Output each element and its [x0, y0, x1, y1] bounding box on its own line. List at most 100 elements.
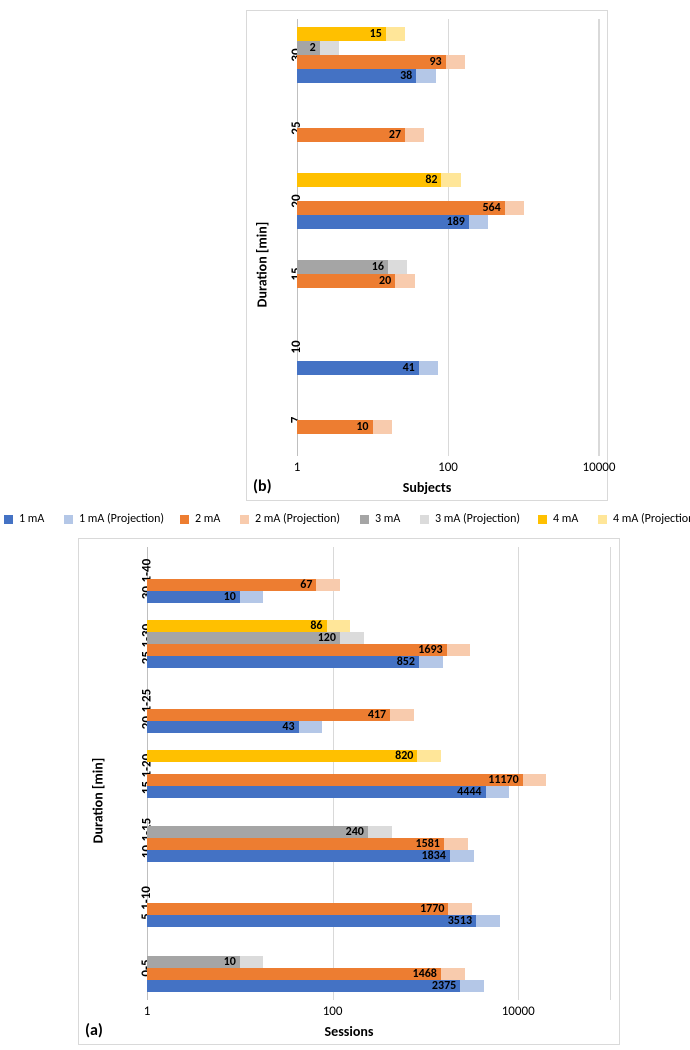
bar-solid — [297, 361, 419, 375]
legend: 1 mA 1 mA (Projection) 2 mA 2 mA (Projectio… — [0, 510, 690, 530]
legend-swatch — [180, 515, 189, 524]
bar-solid — [297, 173, 441, 187]
bar-solid — [147, 838, 444, 850]
bar-solid — [147, 968, 441, 980]
chart-a-plot: 1100100000-523751468105.1-103513177010.1… — [147, 547, 611, 1000]
bar-label: 11170 — [488, 773, 518, 787]
bar-solid — [147, 850, 450, 862]
bar-solid — [147, 774, 523, 786]
bar-label: 41 — [403, 361, 415, 375]
legend-label: 4 mA (Projection) — [613, 512, 690, 526]
chart-b-y-label: Duration [min] — [253, 221, 270, 307]
x-tick: 100 — [438, 460, 458, 475]
bar-label: 27 — [389, 128, 401, 142]
bar-solid — [297, 55, 446, 69]
gridline — [599, 19, 600, 456]
bar-solid — [147, 632, 340, 644]
bar-solid — [147, 915, 476, 927]
bar-label: 10 — [356, 420, 368, 434]
legend-item: 3 mA (Projection) — [420, 512, 520, 526]
x-tick: 10000 — [502, 1004, 535, 1019]
bar-label: 15 — [370, 27, 382, 41]
bar-label: 417 — [368, 708, 386, 722]
bar-label: 82 — [425, 173, 437, 187]
plot-border — [598, 19, 599, 456]
bar-label: 20 — [379, 274, 391, 288]
bar-label: 240 — [346, 825, 364, 839]
bar-solid — [147, 903, 448, 915]
axis-baseline — [297, 19, 298, 456]
legend-item: 4 mA — [538, 512, 578, 526]
bar-label: 93 — [429, 55, 441, 69]
legend-label: 2 mA — [195, 512, 220, 526]
bar-label: 1693 — [418, 643, 442, 657]
x-tick: 100 — [323, 1004, 343, 1019]
legend-item: 3 mA — [360, 512, 400, 526]
legend-item: 1 mA — [4, 512, 44, 526]
bar-label: 38 — [400, 69, 412, 83]
bar-solid — [147, 709, 390, 721]
legend-label: 1 mA (Projection) — [79, 512, 164, 526]
x-tick: 10000 — [583, 460, 616, 475]
bar-label: 4444 — [457, 785, 481, 799]
bar-solid — [147, 826, 368, 838]
bar-solid — [297, 201, 505, 215]
bar-label: 10 — [224, 955, 236, 969]
bar-label: 1581 — [416, 837, 440, 851]
y-tick: 10 — [289, 340, 304, 353]
bar-label: 189 — [447, 215, 465, 229]
bar-label: 43 — [282, 720, 294, 734]
bar-label: 820 — [395, 749, 413, 763]
x-tick: 1 — [144, 1004, 151, 1019]
bar-label: 1468 — [413, 967, 437, 981]
x-tick: 1 — [294, 460, 301, 475]
legend-label: 3 mA — [375, 512, 400, 526]
legend-label: 3 mA (Projection) — [435, 512, 520, 526]
chart-b-panel-label: (b) — [253, 477, 272, 496]
bar-label: 10 — [224, 590, 236, 604]
chart-a-y-label: Duration [min] — [89, 757, 106, 843]
legend-item: 4 mA (Projection) — [598, 512, 690, 526]
legend-swatch — [64, 515, 73, 524]
chart-a-x-label: Sessions — [325, 1023, 374, 1040]
bar-label: 86 — [310, 619, 322, 633]
chart-b: 1100100007101041152016201895648225273038… — [246, 10, 608, 501]
legend-item: 1 mA (Projection) — [64, 512, 164, 526]
bar-solid — [147, 980, 460, 992]
bar-solid — [147, 721, 299, 733]
legend-item: 2 mA — [180, 512, 220, 526]
legend-swatch — [538, 515, 547, 524]
bar-label: 564 — [482, 201, 500, 215]
chart-a: 1100100000-523751468105.1-103513177010.1… — [78, 538, 620, 1045]
bar-label: 120 — [318, 631, 336, 645]
bar-solid — [147, 786, 486, 798]
bar-solid — [147, 750, 417, 762]
bar-label: 2375 — [432, 979, 456, 993]
gridline — [448, 19, 449, 456]
bar-solid — [297, 69, 416, 83]
plot-border — [610, 547, 611, 1000]
legend-label: 4 mA — [553, 512, 578, 526]
bar-label: 1834 — [422, 849, 446, 863]
chart-b-plot: 1100100007101041152016201895648225273038… — [297, 19, 599, 456]
legend-swatch — [4, 515, 13, 524]
bar-solid — [297, 215, 469, 229]
bar-solid — [297, 41, 320, 55]
bar-label: 3513 — [448, 914, 472, 928]
legend-swatch — [420, 515, 429, 524]
bar-label: 2 — [310, 41, 316, 55]
chart-a-panel-label: (a) — [85, 1021, 103, 1040]
bar-solid — [147, 656, 419, 668]
legend-swatch — [598, 515, 607, 524]
legend-label: 2 mA (Projection) — [255, 512, 340, 526]
legend-item: 2 mA (Projection) — [240, 512, 340, 526]
bar-label: 16 — [372, 260, 384, 274]
bar-solid — [147, 620, 327, 632]
bar-solid — [147, 579, 316, 591]
bar-solid — [147, 644, 447, 656]
bar-label: 852 — [397, 655, 415, 669]
legend-swatch — [240, 515, 249, 524]
chart-b-x-label: Subjects — [403, 479, 452, 496]
legend-label: 1 mA — [19, 512, 44, 526]
legend-swatch — [360, 515, 369, 524]
